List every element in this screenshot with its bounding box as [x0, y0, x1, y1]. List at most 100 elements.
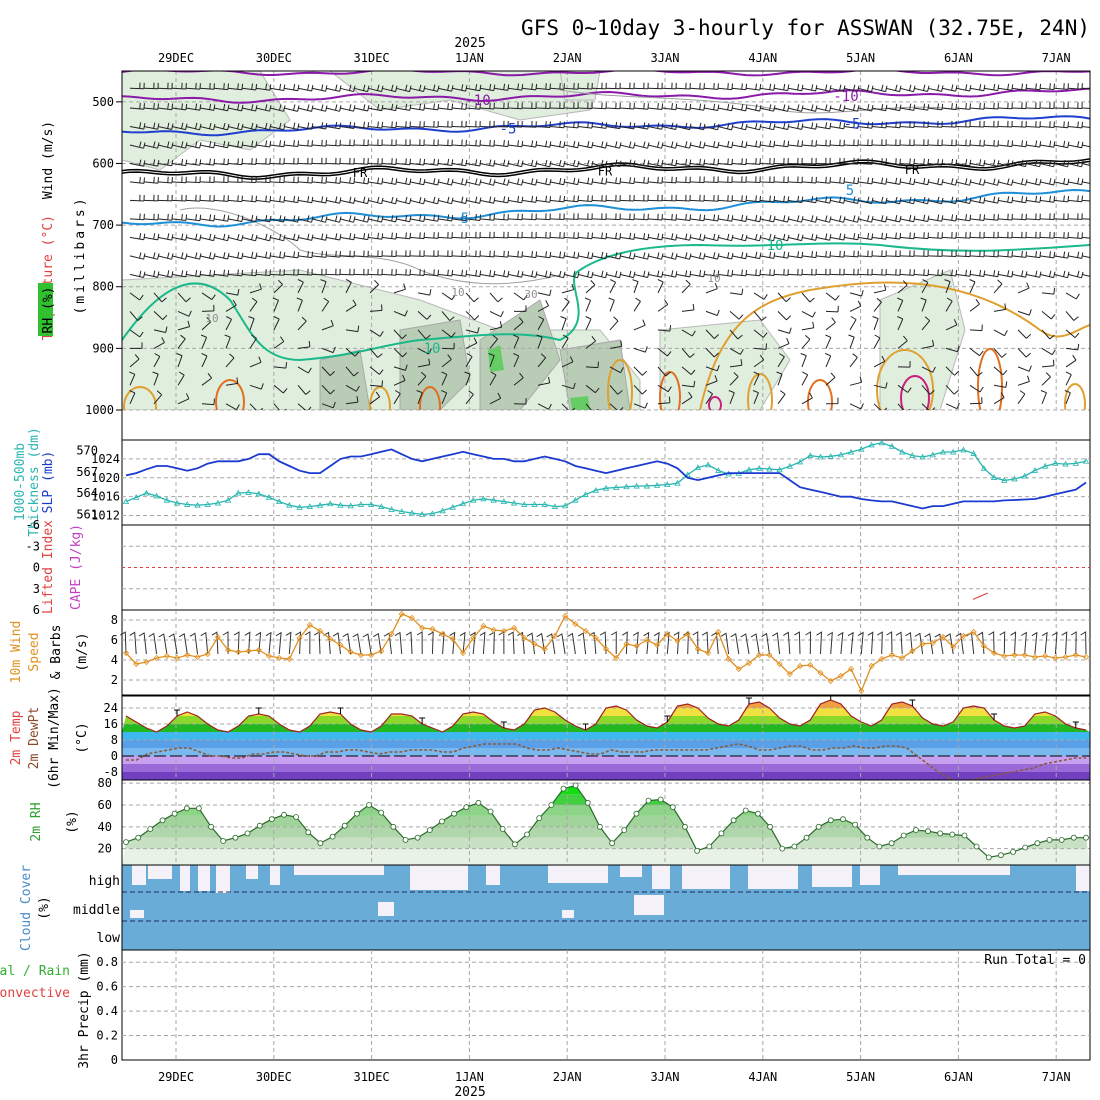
wind-barb: [563, 102, 579, 109]
wind-barb: [489, 310, 504, 318]
wind-barb: [787, 84, 804, 92]
thickness-point: [173, 499, 181, 506]
rh-point: [730, 817, 737, 824]
thickness-point: [531, 501, 538, 507]
cloud-gap-3: [198, 865, 210, 891]
slp-tick-1020: 1020: [91, 471, 120, 485]
wind10-barb: [405, 631, 413, 655]
rh-bright-patch: [488, 345, 504, 372]
thickness-point: [214, 499, 222, 506]
wind-barb: [609, 366, 624, 374]
cloud-panel: high middle low Cloud Cover (%): [19, 864, 1091, 951]
wind-barb: [417, 347, 432, 355]
wind10-point: [490, 626, 497, 634]
thickness-point: [480, 495, 487, 502]
wind-barb: [689, 103, 706, 111]
upper-air-panel: -10 -10 -5 -5 FR FR FR 5 5 10 10 10 10 30 10 500 600 700…: [38, 70, 1091, 441]
rh-point: [961, 832, 968, 839]
temp-band-1: [122, 764, 1090, 772]
rh-band-2: [122, 826, 1090, 838]
wind-barb: [225, 353, 235, 368]
wind10-point: [745, 659, 753, 667]
rh2m-panel: 20 40 60 80 2m RH (%): [29, 776, 1091, 866]
wind-barb: [675, 214, 692, 221]
wind-barb: [185, 103, 202, 111]
wind-barb: [269, 83, 286, 91]
wind10-barb: [304, 631, 311, 655]
wind-barb: [829, 122, 846, 130]
wind-barb: [993, 303, 1007, 312]
wind-barb: [507, 231, 523, 239]
wind-barb: [479, 270, 496, 278]
wind-barb: [728, 390, 735, 404]
thickness-point: [1001, 477, 1008, 483]
wind10-point: [235, 648, 242, 656]
thickness-point: [265, 494, 273, 500]
thickness-point: [153, 492, 160, 499]
wind-barb: [465, 327, 480, 334]
wind10-barb: [673, 631, 680, 655]
wind-barb: [393, 329, 407, 340]
temp-maxbar: [664, 715, 671, 722]
wind10m-panel: 2 4 6 8 10m Wind Speed & Barbs (m/s): [9, 609, 1091, 696]
wind-barb: [657, 299, 669, 312]
rh-point: [414, 834, 421, 841]
thickness-point: [664, 481, 671, 488]
wind10-barb: [1080, 631, 1087, 655]
warm-band-0: [122, 724, 1090, 732]
wind-barb: [921, 339, 935, 349]
wind10-barb: [877, 631, 883, 655]
wind-barb: [369, 366, 384, 375]
wind-barb: [369, 380, 383, 387]
wind-barb: [945, 384, 959, 395]
wind10-barb: [827, 631, 833, 655]
wind-barb: [585, 384, 600, 394]
wind-barb: [201, 352, 208, 368]
wind-barb: [955, 120, 971, 128]
wind-barb: [1041, 288, 1055, 295]
wind-barb: [465, 311, 480, 321]
wind10-barb: [526, 632, 535, 655]
wind-barb: [273, 279, 283, 294]
p1-tick-500: 500: [92, 95, 114, 109]
wind-barb: [311, 157, 327, 165]
wind10-point: [225, 646, 232, 654]
wind-barb: [479, 231, 495, 239]
wind-barb: [513, 372, 524, 386]
wind-barb: [393, 283, 406, 294]
contour-label-m5: -5: [500, 122, 517, 138]
wind-barb: [479, 120, 495, 128]
wind-barb: [339, 177, 356, 185]
wind-barb: [577, 213, 593, 220]
wind-barb: [325, 122, 342, 130]
thick-tick-570: 570: [76, 444, 98, 458]
wind-barb: [609, 340, 623, 349]
thickness-point: [276, 498, 283, 505]
wind10-barb: [720, 632, 730, 655]
p3-ylabel-li: Lifted Index: [41, 520, 56, 614]
temp-maxbar: [419, 717, 426, 724]
p4-ylabel-3: (m/s): [75, 632, 90, 671]
wind-barb: [513, 398, 527, 405]
wind-barb: [241, 83, 258, 91]
wind-barb: [689, 158, 706, 166]
wind-barb: [493, 140, 510, 148]
thick-tick-567: 567: [76, 465, 98, 479]
wind10-point: [623, 640, 630, 648]
wind10-point: [888, 651, 896, 659]
slp-tick-1012: 1012: [91, 509, 120, 523]
temp-maxbar: [1072, 721, 1079, 728]
wind10-barb: [999, 631, 1006, 655]
wind-barb: [409, 139, 425, 146]
wind-barb: [297, 340, 311, 349]
wind10-barb: [233, 631, 240, 655]
wind-barb: [345, 279, 352, 294]
wind10-point: [1021, 651, 1028, 659]
thickness-point: [357, 501, 365, 507]
wind-barb: [731, 140, 748, 148]
rh-point: [949, 831, 956, 838]
wind10-barb: [178, 632, 188, 655]
rh-dark-0: [399, 319, 471, 410]
wind10-barb: [222, 631, 229, 655]
wind-barb: [560, 316, 567, 331]
